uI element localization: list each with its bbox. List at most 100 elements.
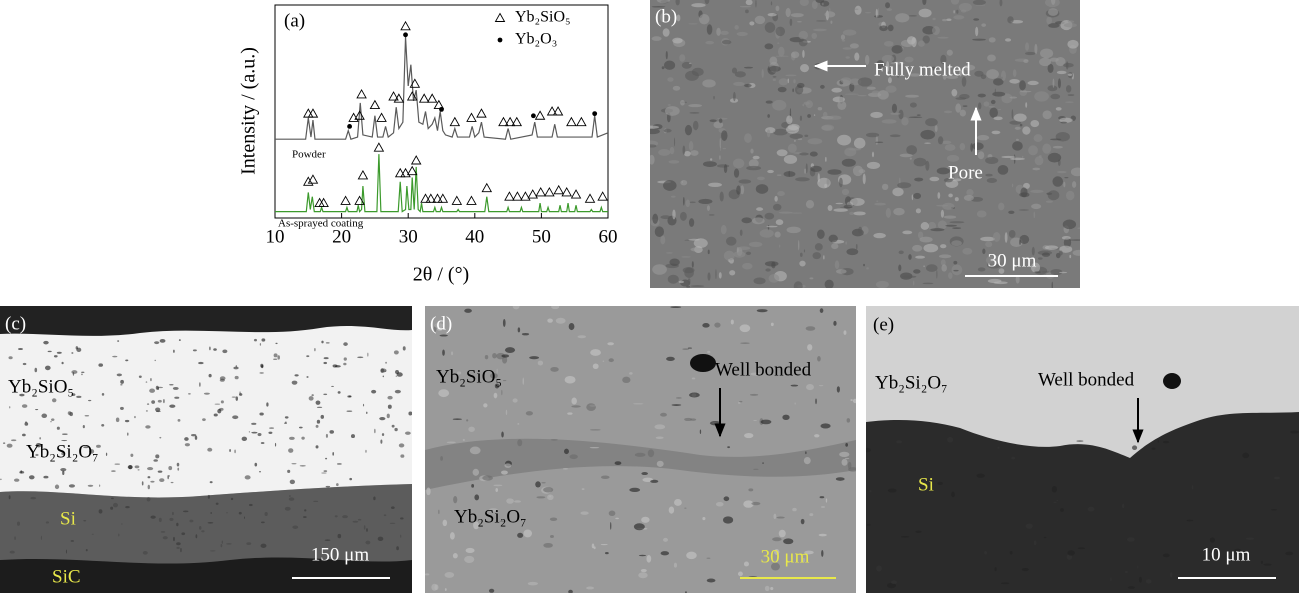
texture [11,439,17,442]
texture [821,550,824,557]
texture [885,61,890,72]
texture [1145,579,1152,584]
texture [854,5,862,15]
texture [615,517,619,520]
texture [365,449,367,453]
annotation: Si [918,474,934,495]
texture [828,234,838,243]
texture [550,366,559,372]
texture [501,354,510,358]
sem-image-d [425,306,856,593]
texture [775,5,780,12]
texture [571,397,577,405]
texture [562,468,568,470]
texture [943,110,953,114]
texture [1065,85,1072,93]
texture [826,178,830,185]
texture [725,236,737,246]
texture [1162,440,1170,444]
texture [348,395,352,398]
peak-marker [432,193,443,203]
texture [1042,110,1052,120]
texture [446,441,456,444]
texture [45,521,49,524]
texture [1052,78,1055,88]
texture [893,207,905,216]
texture [651,36,662,41]
texture [214,403,221,405]
peak-marker [504,116,516,127]
texture [922,35,930,44]
texture [720,224,727,235]
texture [1056,170,1067,174]
texture [1050,138,1062,141]
texture [796,82,805,88]
texture [525,411,533,416]
texture [665,252,673,254]
texture [505,409,508,416]
texture [698,198,713,205]
texture [400,534,402,538]
texture [917,40,925,47]
texture [891,103,898,113]
texture [468,426,475,432]
texture [739,324,751,333]
texture [877,90,889,100]
peak-marker [418,93,430,103]
texture [543,487,554,493]
texture [147,484,150,490]
texture [976,473,985,478]
texture [226,543,232,545]
texture [482,475,493,481]
texture [452,418,462,421]
texture [157,386,164,389]
texture [304,509,307,512]
texture [923,243,939,253]
texture [807,344,813,351]
texture [682,348,689,351]
texture [820,84,825,89]
texture [729,270,736,276]
texture [502,318,506,327]
peak-marker [347,124,352,129]
texture [269,427,275,429]
texture [291,463,297,465]
texture [836,386,840,393]
texture [134,415,136,419]
texture [915,255,926,259]
texture [1110,577,1112,582]
texture [365,540,371,545]
texture [803,249,806,253]
texture [1022,126,1031,135]
texture [154,341,160,345]
texture [174,396,180,399]
texture [841,39,846,42]
peak-marker [520,191,531,201]
texture [235,396,239,401]
texture [845,241,848,245]
texture [442,519,448,527]
texture [150,515,156,519]
pore [690,354,716,372]
texture [151,400,156,404]
texture [590,349,601,356]
texture [744,133,752,143]
peak-marker [409,78,421,88]
texture [787,143,797,153]
texture [395,375,398,377]
texture [141,481,144,486]
texture [774,231,781,238]
texture [766,129,771,138]
texture [1050,268,1063,276]
texture [1186,519,1194,522]
texture [680,180,688,186]
texture [706,557,711,559]
texture [844,93,860,95]
texture [284,506,291,511]
peak-marker [376,112,387,122]
plot-frame [274,4,609,219]
texture [652,213,659,224]
texture [168,475,171,477]
texture [762,462,764,464]
annotation: Well bonded [715,359,812,380]
